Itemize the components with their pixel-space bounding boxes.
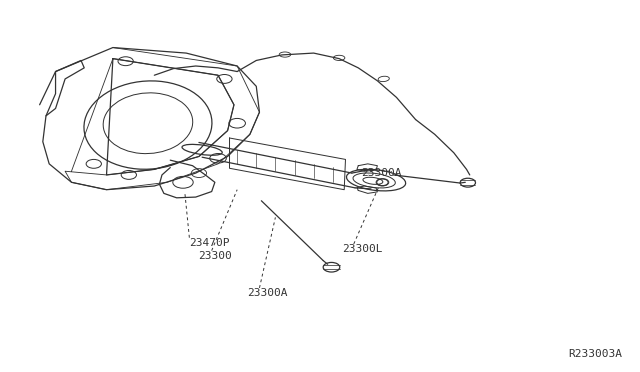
Text: 23300A: 23300A [246, 288, 287, 298]
Text: 23300: 23300 [198, 251, 232, 261]
Text: 23300L: 23300L [342, 244, 383, 254]
Text: 23470P: 23470P [189, 238, 230, 248]
Text: R233003A: R233003A [569, 349, 623, 359]
Text: 23300A: 23300A [362, 168, 402, 178]
